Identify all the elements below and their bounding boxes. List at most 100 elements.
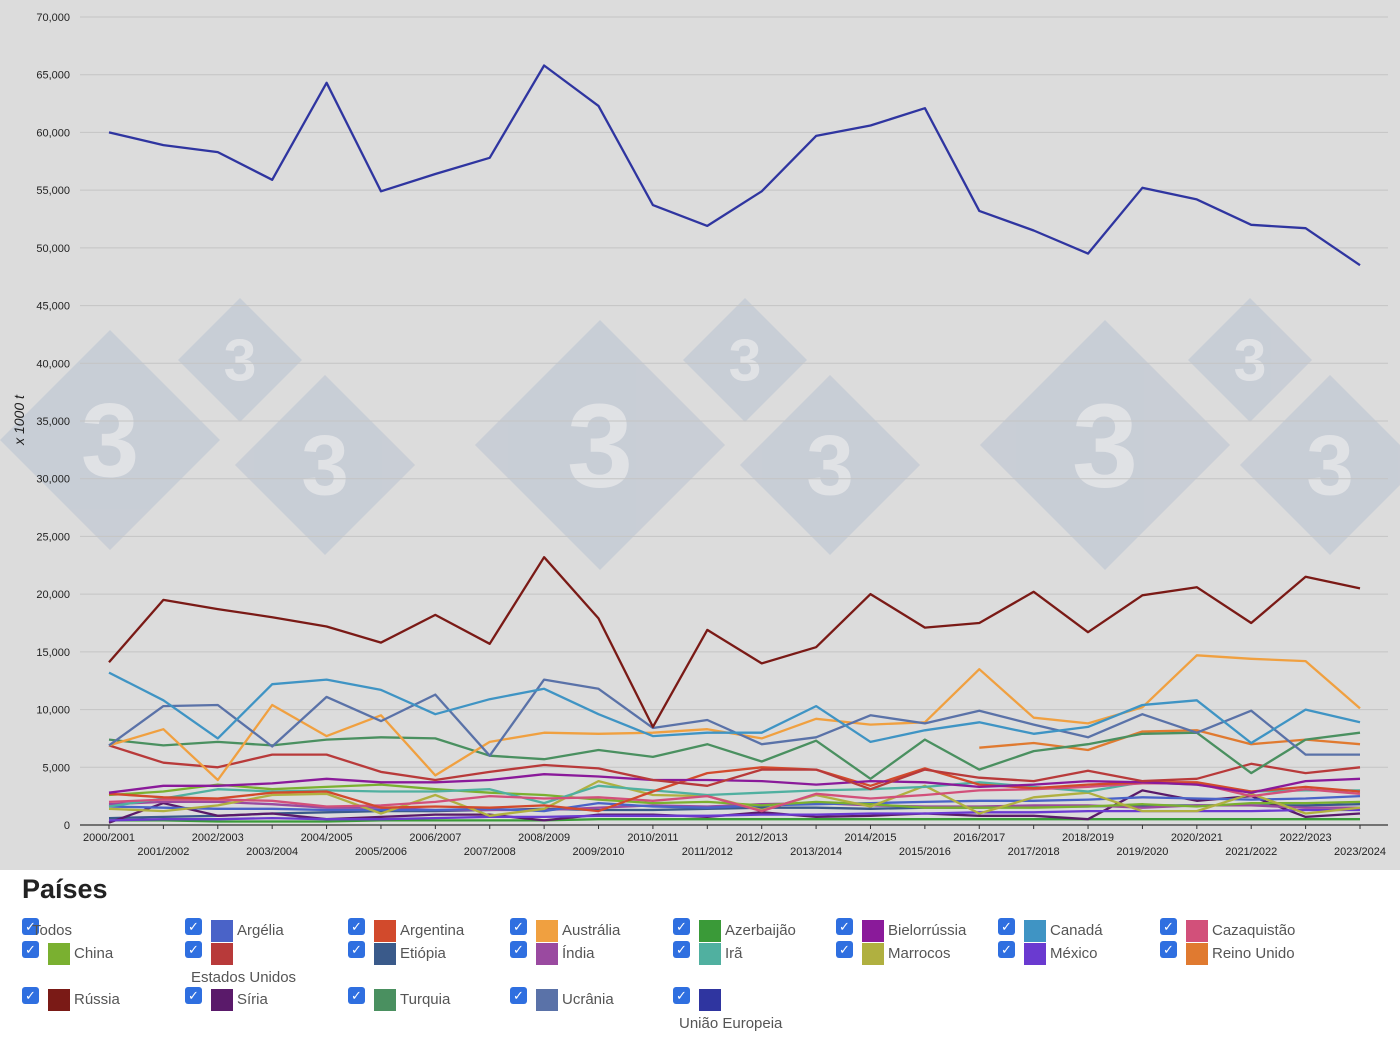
watermark-5: 3 [740, 375, 920, 555]
x-tick-label: 2006/2007 [409, 832, 461, 844]
x-tick-label: 2019/2020 [1116, 846, 1168, 858]
color-swatch [536, 943, 558, 965]
checkbox-checked[interactable]: ✓ [1160, 918, 1177, 935]
watermark-0: 3 [0, 330, 220, 550]
checkbox-checked[interactable]: ✓ [673, 987, 690, 1004]
line-chart: 333 333 333 05,00010,00015,00020,00025,000… [0, 0, 1400, 870]
y-tick-label: 0 [64, 820, 70, 832]
watermark-3: 3 [475, 320, 725, 570]
watermark-4: 3 [683, 298, 807, 422]
y-tick-label: 5,000 [42, 762, 70, 774]
x-tick-label: 2022/2023 [1280, 832, 1332, 844]
x-tick-label: 2017/2018 [1008, 846, 1060, 858]
color-swatch [699, 989, 721, 1011]
checkbox-checked[interactable]: ✓ [510, 941, 527, 958]
legend-label: Azerbaijão [725, 922, 796, 939]
checkbox-checked[interactable]: ✓ [673, 918, 690, 935]
legend-label: Síria [237, 991, 268, 1008]
legend-label: Turquia [400, 991, 451, 1008]
checkbox-checked[interactable]: ✓ [836, 918, 853, 935]
watermark-8: 3 [1240, 375, 1400, 555]
series-line-azerbaijão[interactable] [109, 818, 1360, 823]
legend-label: Marrocos [888, 945, 951, 962]
legend-label: Cazaquistão [1212, 922, 1296, 939]
checkbox-checked[interactable]: ✓ [185, 941, 202, 958]
color-swatch [1024, 943, 1046, 965]
checkbox-checked[interactable]: ✓ [673, 941, 690, 958]
x-tick-label: 2012/2013 [736, 832, 788, 844]
x-tick-label: 2004/2005 [301, 832, 353, 844]
y-axis-label: x 1000 t [11, 394, 27, 446]
color-swatch [48, 943, 70, 965]
x-tick-label: 2003/2004 [246, 846, 298, 858]
color-swatch [374, 920, 396, 942]
x-tick-label: 2015/2016 [899, 846, 951, 858]
watermark-1: 3 [178, 298, 302, 422]
watermark-glyph: 3 [1306, 419, 1354, 514]
series-line-rússia[interactable] [108, 556, 1361, 729]
legend-label: Canadá [1050, 922, 1103, 939]
checkbox-checked[interactable]: ✓ [22, 987, 39, 1004]
y-tick-label: 55,000 [36, 185, 70, 197]
legend-title: Países [22, 874, 108, 904]
checkbox-checked[interactable]: ✓ [1160, 941, 1177, 958]
x-tick-label: 2001/2002 [137, 846, 189, 858]
checkbox-checked[interactable]: ✓ [22, 941, 39, 958]
checkbox-checked[interactable]: ✓ [185, 987, 202, 1004]
legend-label: Argélia [237, 922, 284, 939]
x-tick-label: 2021/2022 [1225, 846, 1277, 858]
series-line-turquia[interactable] [108, 731, 1361, 780]
series-line-índia[interactable] [108, 800, 1360, 812]
legend-label: Austrália [562, 922, 621, 939]
checkbox-checked[interactable]: ✓ [348, 941, 365, 958]
legend-label: Reino Unido [1212, 945, 1295, 962]
y-tick-label: 15,000 [36, 647, 70, 659]
legend-label: Argentina [400, 922, 465, 939]
checkbox-checked[interactable]: ✓ [22, 918, 39, 935]
color-swatch [1186, 943, 1208, 965]
checkbox-checked[interactable]: ✓ [510, 918, 527, 935]
x-tick-label: 2014/2015 [844, 832, 896, 844]
watermark-7: 3 [1188, 298, 1312, 422]
y-tick-label: 20,000 [36, 589, 70, 601]
color-swatch [536, 920, 558, 942]
legend-label: Bielorrússia [888, 922, 967, 939]
watermark-glyph: 3 [729, 328, 762, 393]
series-line-canadá[interactable] [108, 671, 1361, 745]
x-tick-label: 2005/2006 [355, 846, 407, 858]
color-swatch [211, 943, 233, 965]
series-line-argélia[interactable] [108, 794, 1361, 813]
checkbox-checked[interactable]: ✓ [998, 941, 1015, 958]
color-swatch [862, 920, 884, 942]
legend-label: México [1050, 945, 1098, 962]
color-swatch [1024, 920, 1046, 942]
x-tick-label: 2007/2008 [464, 846, 516, 858]
series-line-reino-unido[interactable] [979, 729, 1361, 752]
color-swatch [536, 989, 558, 1011]
color-swatch [211, 989, 233, 1011]
y-tick-label: 45,000 [36, 301, 70, 313]
checkbox-checked[interactable]: ✓ [348, 987, 365, 1004]
watermark-glyph: 3 [806, 419, 854, 514]
x-tick-label: 2008/2009 [518, 832, 570, 844]
x-tick-label: 2009/2010 [573, 846, 625, 858]
color-swatch [374, 989, 396, 1011]
x-tick-label: 2002/2003 [192, 832, 244, 844]
y-tick-label: 10,000 [36, 705, 70, 717]
color-swatch [1186, 920, 1208, 942]
checkbox-checked[interactable]: ✓ [185, 918, 202, 935]
x-tick-label: 2023/2024 [1334, 846, 1386, 858]
x-tick-label: 2020/2021 [1171, 832, 1223, 844]
checkbox-checked[interactable]: ✓ [510, 987, 527, 1004]
checkbox-checked[interactable]: ✓ [836, 941, 853, 958]
x-axis-ticks: 2000/20012001/20022002/20032003/20042004… [83, 825, 1386, 858]
series-line-bielorrússia[interactable] [108, 773, 1361, 794]
x-tick-label: 2016/2017 [953, 832, 1005, 844]
series-line-união-europeia[interactable] [108, 64, 1361, 267]
legend-label: União Europeia [679, 1015, 783, 1032]
x-tick-label: 2011/2012 [682, 846, 733, 858]
series-line-estados-unidos[interactable] [108, 744, 1361, 791]
checkbox-checked[interactable]: ✓ [998, 918, 1015, 935]
legend-label: Rússia [74, 991, 120, 1008]
checkbox-checked[interactable]: ✓ [348, 918, 365, 935]
